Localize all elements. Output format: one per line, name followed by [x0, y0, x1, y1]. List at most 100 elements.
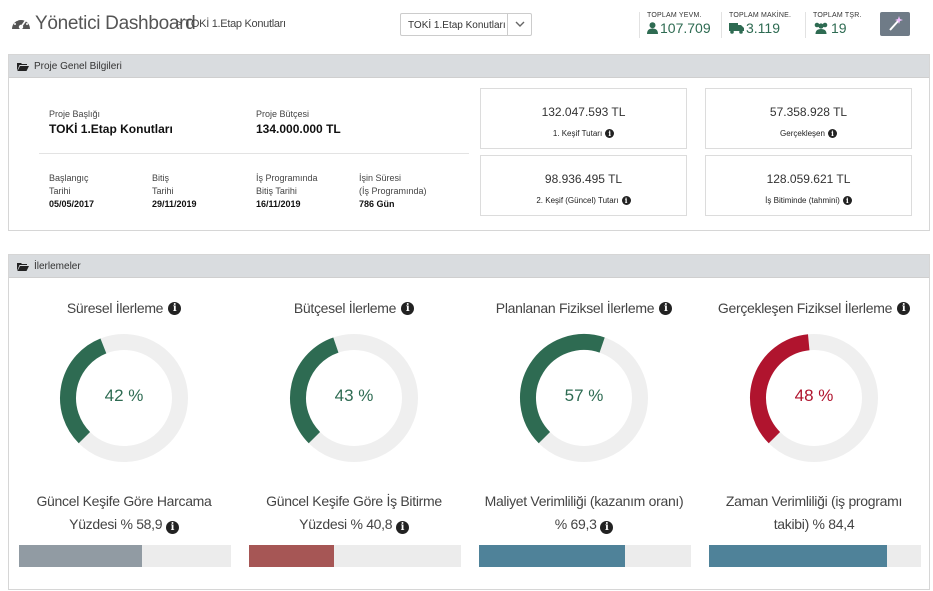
gauge-subtitle: Zaman Verimliliği (iş programı takibi) %…	[699, 490, 929, 536]
donut-gauge: 57 %	[518, 332, 650, 464]
gauge-percent: 57 %	[564, 386, 604, 405]
info-icon[interactable]: i	[168, 301, 182, 315]
panel-title: Proje Genel Bilgileri	[34, 60, 122, 72]
stat-label: TOPLAM TŞR.	[813, 12, 862, 19]
gauge-subtitle: Maliyet Verimliliği (kazanım oranı) % 69…	[469, 490, 699, 536]
gauge-arc	[60, 338, 107, 444]
gauge-percent: 43 %	[334, 386, 374, 405]
program-end-label-2: Bitiş Tarihi	[256, 186, 297, 196]
progress-bar-fill	[19, 545, 142, 567]
progress-panel: İlerlemeler	[8, 254, 930, 590]
info-icon[interactable]: i	[827, 129, 837, 138]
kpi-value: 98.936.495 TL	[544, 172, 623, 186]
divider	[39, 153, 469, 154]
donut-gauge: 43 %	[288, 332, 420, 464]
gauge-subtitle-line2: Yüzdesi % 40,8	[299, 516, 393, 532]
progress-bar	[249, 545, 461, 567]
dashboard-icon	[12, 17, 30, 30]
gauge-title: Gerçekleşen Fiziksel İlerleme	[717, 300, 893, 316]
gauge-subtitle-line1: Zaman Verimliliği (iş programı	[725, 493, 903, 509]
kpi-card: 132.047.593 TL 1. Keşif Tutarı i	[480, 88, 687, 149]
folder-open-icon	[17, 262, 29, 271]
kpi-value: 57.358.928 TL	[769, 105, 848, 119]
duration-block: İşin Süresi (İş Programında) 786 Gün	[359, 172, 427, 211]
program-end-label: İş Programında	[256, 173, 318, 183]
info-icon[interactable]: i	[600, 521, 614, 534]
progress-bar	[479, 545, 691, 567]
gauge-subtitle: Güncel Keşife Göre Harcama Yüzdesi % 58,…	[9, 490, 239, 536]
gauge-percent: 48 %	[794, 386, 834, 405]
magic-wand-button[interactable]	[880, 12, 910, 36]
info-icon[interactable]: i	[842, 196, 852, 205]
gauge-title: Süresel İlerleme	[66, 300, 164, 316]
folder-open-icon	[17, 62, 29, 71]
panel-title: İlerlemeler	[34, 260, 81, 272]
chevron-down-icon[interactable]	[507, 14, 531, 35]
end-date-value: 29/11/2019	[152, 199, 197, 209]
gauge-subtitle: Güncel Keşife Göre İş Bitirme Yüzdesi % …	[239, 490, 469, 536]
general-info-panel: Proje Genel Bilgileri Proje Başlığı TOKİ…	[8, 54, 930, 231]
program-end-value: 16/11/2019	[256, 199, 301, 209]
stat-total-machine: TOPLAM MAKİNE. 3.119	[721, 12, 791, 38]
top-header: Yönetici Dashboard > TOKİ 1.Etap Konutla…	[0, 0, 933, 48]
project-title-block: Proje Başlığı TOKİ 1.Etap Konutları	[49, 108, 173, 136]
kpi-value: 132.047.593 TL	[541, 105, 626, 119]
end-date-block: Bitiş Tarihi 29/11/2019	[152, 172, 197, 211]
info-icon[interactable]: i	[621, 196, 631, 205]
project-title-label: Proje Başlığı	[49, 109, 101, 119]
stat-total-subcontractor: TOPLAM TŞR. 19	[805, 12, 862, 38]
gauge-card-actual: Gerçekleşen Fiziksel İlerleme i 48 % Zama…	[699, 278, 929, 588]
program-end-block: İş Programında Bitiş Tarihi 16/11/2019	[256, 172, 318, 211]
progress-bar	[709, 545, 921, 567]
kpi-card: 98.936.495 TL 2. Keşif (Güncel) Tutarı i	[480, 155, 687, 216]
stat-value: 107.709	[660, 20, 711, 36]
gauge-subtitle-line1: Maliyet Verimliliği (kazanım oranı)	[484, 493, 684, 509]
progress-bar	[19, 545, 231, 567]
gauge-arc	[290, 337, 339, 444]
stat-label: TOPLAM MAKİNE.	[729, 12, 792, 19]
start-date-label: Başlangıç	[49, 173, 89, 183]
project-select[interactable]: TOKİ 1.Etap Konutları	[400, 13, 532, 36]
info-icon[interactable]: i	[897, 301, 911, 315]
duration-label-2: (İş Programında)	[359, 186, 427, 196]
gauge-title: Planlanan Fiziksel İlerleme	[495, 300, 655, 316]
project-budget-value: 134.000.000 TL	[256, 122, 341, 136]
project-budget-block: Proje Bütçesi 134.000.000 TL	[256, 108, 341, 136]
gauge-subtitle-line2: % 69,3	[554, 516, 597, 532]
user-icon	[647, 22, 658, 34]
gauge-subtitle-line1: Güncel Keşife Göre Harcama	[36, 493, 212, 509]
info-icon[interactable]: i	[395, 521, 409, 534]
progress-bar-fill	[249, 545, 334, 567]
start-date-value: 05/05/2017	[49, 199, 95, 209]
panel-header: Proje Genel Bilgileri	[9, 55, 929, 78]
progress-bar-fill	[479, 545, 626, 567]
start-date-block: Başlangıç Tarihi 05/05/2017	[49, 172, 94, 211]
gauge-card-planned: Planlanan Fiziksel İlerleme i 57 % Maliye…	[469, 278, 699, 588]
progress-bar-fill	[709, 545, 888, 567]
end-date-label: Bitiş	[152, 173, 170, 183]
start-date-label-2: Tarihi	[49, 186, 71, 196]
info-icon[interactable]: i	[605, 129, 615, 138]
gauge-arc	[520, 334, 605, 444]
gauge-subtitle-line2: takibi) % 84,4	[773, 516, 855, 532]
kpi-label: İş Bitiminde (tahmini)	[765, 196, 840, 205]
kpi-label: 1. Keşif Tutarı	[552, 129, 603, 138]
kpi-value: 128.059.621 TL	[766, 172, 851, 186]
project-budget-label: Proje Bütçesi	[256, 109, 310, 119]
gauge-card-duration: Süresel İlerleme i 42 % Güncel Keşife Gör…	[9, 278, 239, 588]
gauge-card-budget: Bütçesel İlerleme i 43 % Güncel Keşife Gö…	[239, 278, 469, 588]
info-icon[interactable]: i	[659, 301, 673, 315]
kpi-label: Gerçekleşen	[780, 129, 825, 138]
gauge-title: Bütçesel İlerleme	[293, 300, 397, 316]
kpi-card: 57.358.928 TL Gerçekleşen i	[705, 88, 912, 149]
info-icon[interactable]: i	[165, 521, 179, 534]
panel-header: İlerlemeler	[9, 255, 929, 278]
project-title-value: TOKİ 1.Etap Konutları	[49, 122, 173, 136]
duration-label: İşin Süresi	[359, 173, 402, 183]
magic-wand-icon	[889, 16, 903, 31]
info-icon[interactable]: i	[401, 301, 415, 315]
stat-label: TOPLAM YEVM.	[647, 12, 702, 19]
gauge-percent: 42 %	[104, 386, 144, 405]
breadcrumb[interactable]: > TOKİ 1.Etap Konutları	[176, 18, 286, 30]
end-date-label-2: Tarihi	[152, 186, 174, 196]
